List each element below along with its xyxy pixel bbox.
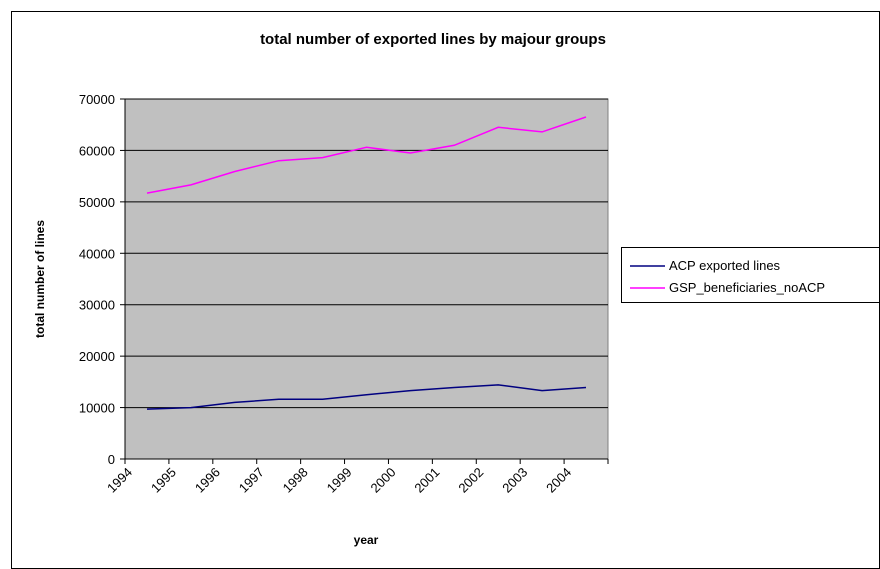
axes <box>120 98 609 464</box>
y-tick-label: 30000 <box>79 298 115 313</box>
chart-title: total number of exported lines by majour… <box>260 31 606 48</box>
series-line-0 <box>146 384 587 410</box>
legend-label-gsp: GSP_beneficiaries_noACP <box>669 280 825 295</box>
y-tick-labels: 0 10000 20000 30000 40000 50000 60000 70000 <box>79 92 115 467</box>
y-tick-label: 50000 <box>79 195 115 210</box>
legend-label-acp: ACP exported lines <box>669 258 781 273</box>
y-tick-label: 70000 <box>79 92 115 107</box>
legend-box <box>621 247 880 303</box>
y-tick-label: 20000 <box>79 349 115 364</box>
y-tick-label: 40000 <box>79 246 115 261</box>
legend: ACP exported lines GSP_beneficiaries_noA… <box>621 247 880 303</box>
gridlines <box>125 98 608 409</box>
series-lines <box>146 116 587 410</box>
plot-area <box>124 98 609 460</box>
y-tick-label: 60000 <box>79 143 115 158</box>
y-tick-label: 10000 <box>79 401 115 416</box>
series-line-1 <box>146 116 587 194</box>
y-axis-label: total number of lines <box>33 220 47 338</box>
x-axis-label: year <box>354 533 379 547</box>
y-tick-label: 0 <box>108 452 115 467</box>
